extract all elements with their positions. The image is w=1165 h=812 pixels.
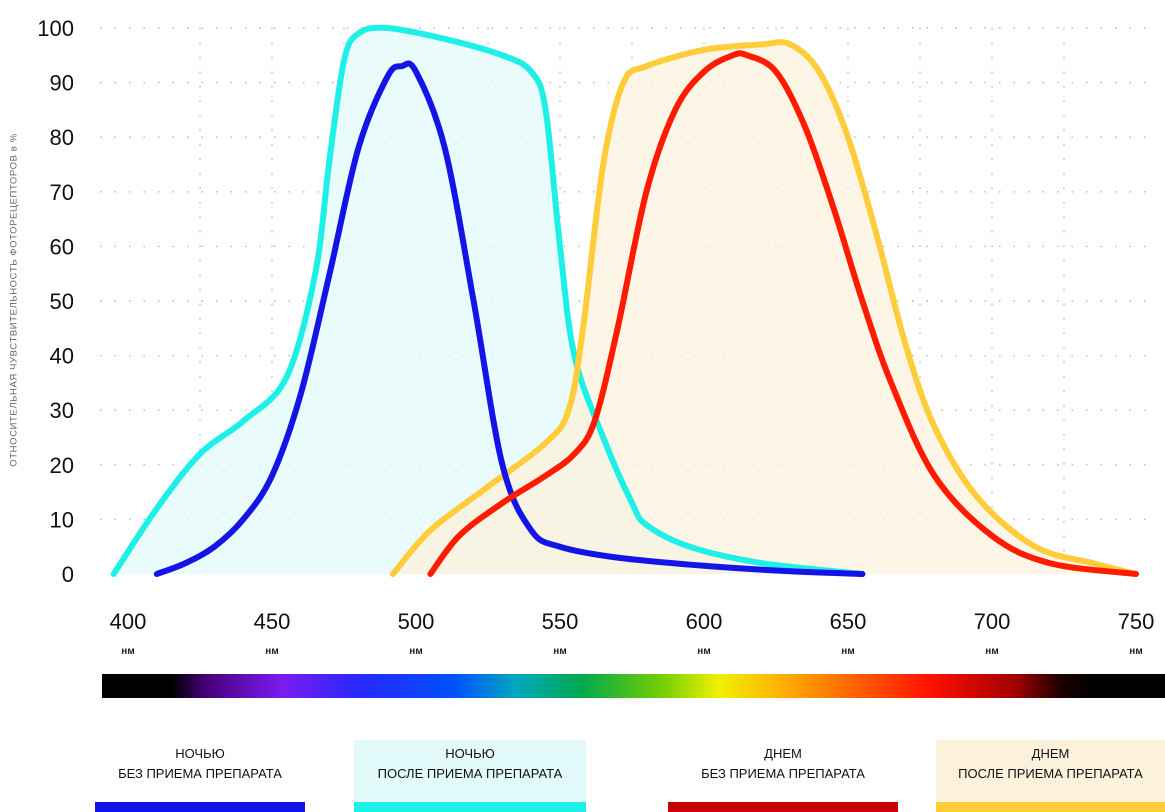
legend-item-title: ДНЕМ	[764, 746, 802, 761]
series-line-2	[427, 50, 1139, 577]
y-axis-label: ОТНОСИТЕЛЬНАЯ ЧУВСТВИТЕЛЬНОСТЬ ФОТОРЕЦЕП…	[8, 133, 20, 467]
x-tick-unit: нм	[841, 646, 854, 657]
legend-swatch	[95, 802, 305, 812]
y-tick-label: 90	[50, 71, 74, 96]
sensitivity-chart: 0 10 20 30 40 50 60 70 80 90 100 400 нм 450 нм 500 нм 55…	[37, 16, 1155, 657]
legend-item-night-without: НОЧЬЮ БЕЗ ПРИЕМА ПРЕПАРАТА	[95, 740, 305, 812]
legend-swatch	[936, 802, 1165, 812]
x-tick-label: 550	[542, 609, 579, 634]
x-tick-label: 700	[974, 609, 1011, 634]
x-tick-unit: нм	[697, 646, 710, 657]
legend-swatch	[354, 802, 586, 812]
legend-item-day-with: ДНЕМ ПОСЛЕ ПРИЕМА ПРЕПАРАТА	[936, 740, 1165, 812]
legend-item-title: НОЧЬЮ	[175, 746, 225, 761]
x-tick-label: 750	[1118, 609, 1155, 634]
legend-item-subtitle: БЕЗ ПРИЕМА ПРЕПАРАТА	[701, 766, 865, 781]
x-tick-unit: нм	[553, 646, 566, 657]
x-tick-label: 500	[398, 609, 435, 634]
x-tick-unit: нм	[265, 646, 278, 657]
series-area-1	[113, 27, 863, 574]
x-tick-label: 400	[110, 609, 147, 634]
y-tick-label: 80	[50, 125, 74, 150]
color-spectrum-bar	[102, 674, 1165, 698]
legend-item-night-with: НОЧЬЮ ПОСЛЕ ПРИЕМА ПРЕПАРАТА	[354, 740, 586, 812]
legend-item-subtitle: ПОСЛЕ ПРИЕМА ПРЕПАРАТА	[377, 766, 563, 781]
y-tick-label: 50	[50, 289, 74, 314]
series-lines	[110, 24, 1139, 577]
x-tick-label: 600	[686, 609, 723, 634]
series-line-1	[110, 24, 866, 577]
y-axis-ticks: 0 10 20 30 40 50 60 70 80 90 100	[37, 16, 74, 587]
y-tick-label: 40	[50, 344, 74, 369]
legend-item-subtitle: ПОСЛЕ ПРИЕМА ПРЕПАРАТА	[958, 766, 1143, 781]
legend-item-title: НОЧЬЮ	[445, 746, 495, 761]
legend-swatch	[668, 802, 898, 812]
y-tick-label: 20	[50, 453, 74, 478]
x-tick-unit: нм	[121, 646, 134, 657]
y-axis-label-wrap: ОТНОСИТЕЛЬНАЯ ЧУВСТВИТЕЛЬНОСТЬ ФОТОРЕЦЕП…	[4, 20, 24, 580]
y-tick-label: 60	[50, 234, 74, 259]
x-tick-unit: нм	[409, 646, 422, 657]
series-line-0	[153, 60, 866, 577]
x-tick-label: 450	[254, 609, 291, 634]
x-tick-label: 650	[830, 609, 867, 634]
x-tick-unit: нм	[1129, 646, 1142, 657]
y-tick-label: 70	[50, 180, 74, 205]
y-tick-label: 0	[62, 562, 74, 587]
legend-item-title: ДНЕМ	[1031, 746, 1070, 761]
series-line-3	[390, 39, 1139, 577]
y-tick-label: 30	[50, 398, 74, 423]
x-axis-ticks: 400 нм 450 нм 500 нм 550 нм 600 нм 650 нм 700 нм 750 нм	[110, 609, 1155, 657]
legend-item-subtitle: БЕЗ ПРИЕМА ПРЕПАРАТА	[118, 766, 282, 781]
series-area-3	[392, 42, 1137, 574]
legend-item-day-without: ДНЕМ БЕЗ ПРИЕМА ПРЕПАРАТА	[668, 740, 898, 812]
y-tick-label: 10	[50, 507, 74, 532]
y-tick-label: 100	[37, 16, 74, 41]
x-tick-unit: нм	[985, 646, 998, 657]
series-fill-areas	[113, 27, 1137, 574]
